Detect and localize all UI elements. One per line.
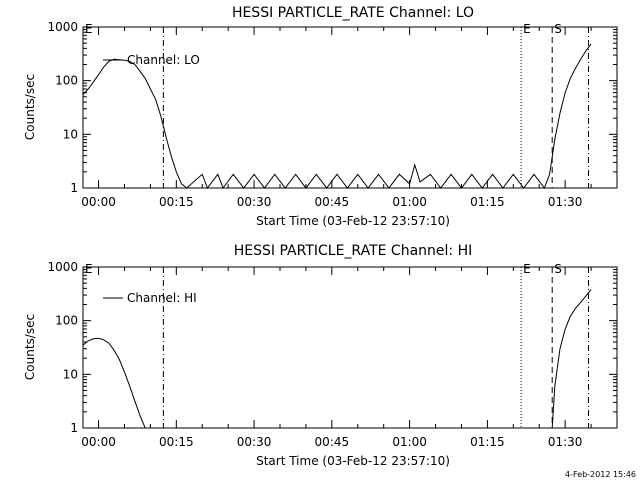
legend-label: Channel: LO	[127, 53, 200, 67]
x-tick-label: 01:30	[548, 195, 583, 209]
x-tick-label: 00:15	[159, 435, 194, 449]
y-tick-label: 1000	[47, 260, 78, 274]
x-tick-label: 01:30	[548, 435, 583, 449]
plot-frame	[82, 26, 618, 189]
series-line	[82, 289, 592, 429]
chart-title: HESSI PARTICLE_RATE Channel: HI	[234, 243, 472, 259]
y-tick-label: 10	[63, 127, 78, 141]
y-axis-label: Counts/sec	[23, 314, 37, 380]
x-axis-label: Start Time (03-Feb-12 23:57:10)	[256, 214, 450, 228]
panel-hi: HESSI PARTICLE_RATE Channel: HI Start Ti…	[23, 243, 618, 468]
x-tick-label: 00:45	[315, 195, 350, 209]
x-axis-label: Start Time (03-Feb-12 23:57:10)	[256, 454, 450, 468]
chart-title: HESSI PARTICLE_RATE Channel: LO	[232, 5, 474, 21]
x-tick-label: 01:00	[392, 195, 427, 209]
x-tick-label: 00:00	[81, 435, 116, 449]
x-tick-label: 01:00	[392, 435, 427, 449]
panel-lo: HESSI PARTICLE_RATE Channel: LO Start Ti…	[23, 5, 618, 228]
x-tick-label: 00:00	[81, 195, 116, 209]
event-marker-label: E	[523, 262, 531, 276]
y-tick-label: 10	[63, 367, 78, 381]
x-tick-label: 00:15	[159, 195, 194, 209]
footer-date: 4-Feb-2012 15:46	[565, 470, 636, 479]
event-marker-label: S	[554, 262, 562, 276]
y-tick-label: 100	[55, 74, 78, 88]
event-marker-label: S	[554, 22, 562, 36]
event-marker-label: E	[523, 22, 531, 36]
y-axis-label: Counts/sec	[23, 74, 37, 140]
x-tick-label: 00:30	[237, 195, 272, 209]
y-tick-label: 1	[70, 421, 78, 435]
series-line	[82, 43, 592, 190]
y-tick-label: 1	[70, 181, 78, 195]
event-marker-label: E	[85, 262, 93, 276]
y-tick-label: 100	[55, 314, 78, 328]
x-tick-label: 01:15	[470, 435, 505, 449]
x-tick-label: 01:15	[470, 195, 505, 209]
y-tick-label: 1000	[47, 20, 78, 34]
x-tick-label: 00:45	[315, 435, 350, 449]
event-marker-label: E	[85, 22, 93, 36]
legend-label: Channel: HI	[127, 291, 197, 305]
x-tick-label: 00:30	[237, 435, 272, 449]
